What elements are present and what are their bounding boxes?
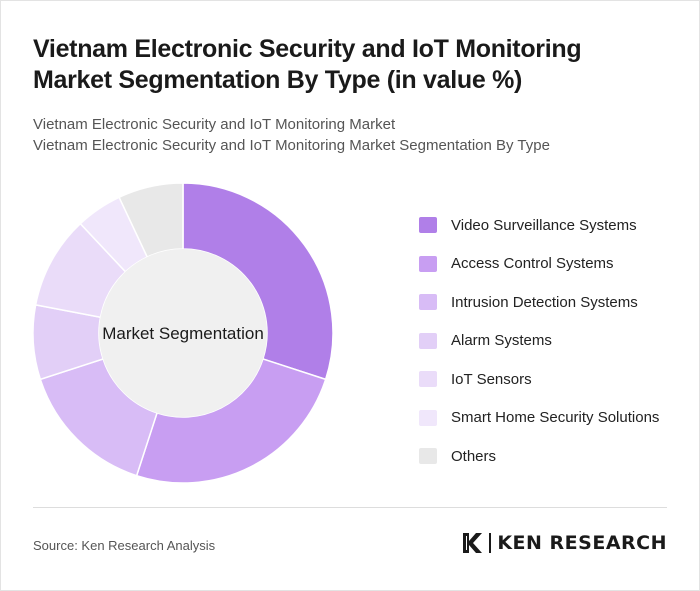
donut-center: [99, 249, 267, 417]
legend-label: Access Control Systems: [451, 255, 614, 273]
source-note: Source: Ken Research Analysis: [33, 538, 216, 553]
legend-label: Smart Home Security Solutions: [451, 409, 660, 427]
chart-subtitle-market: Vietnam Electronic Security and IoT Moni…: [33, 116, 396, 133]
legend-swatch: [419, 332, 437, 349]
chart-title: Vietnam Electronic Security and IoT Moni…: [33, 35, 582, 94]
legend-item-intrusion-detection-systems: Intrusion Detection Systems: [419, 283, 659, 322]
legend-label: Video Surveillance Systems: [451, 216, 637, 234]
legend-swatch: [419, 371, 437, 388]
legend-item-iot-sensors: IoT Sensors: [419, 360, 659, 399]
chart-subtitle-segmentation: Vietnam Electronic Security and IoT Moni…: [33, 137, 550, 154]
legend-swatch: [419, 255, 437, 272]
legend-label: IoT Sensors: [451, 370, 532, 388]
legend-item-video-surveillance-systems: Video Surveillance Systems: [419, 206, 659, 245]
footer-divider: [33, 507, 667, 508]
legend-label: Intrusion Detection Systems: [451, 293, 638, 311]
donut-slice-access-control-systems: [135, 358, 327, 484]
legend-swatch: [419, 217, 437, 234]
brand-separator: [489, 533, 492, 553]
brand-logo: KEN RESEARCH: [461, 531, 667, 555]
donut-chart: Market Segmentation: [32, 182, 334, 484]
legend-item-others: Others: [419, 437, 659, 476]
legend-label: Alarm Systems: [451, 332, 552, 350]
legend-swatch: [419, 294, 437, 311]
legend-item-access-control-systems: Access Control Systems: [419, 245, 659, 284]
legend-item-alarm-systems: Alarm Systems: [419, 322, 659, 361]
ken-research-logo-icon: [463, 533, 483, 553]
legend-swatch: [419, 409, 437, 426]
chart-legend: Video Surveillance Systems Access Control…: [419, 206, 659, 476]
legend-item-smart-home-security-solutions: Smart Home Security Solutions: [419, 399, 659, 438]
legend-swatch: [419, 448, 437, 465]
donut-center-label: Market Segmentation: [102, 324, 264, 343]
brand-name: KEN RESEARCH: [497, 532, 667, 554]
legend-label: Others: [451, 447, 497, 465]
